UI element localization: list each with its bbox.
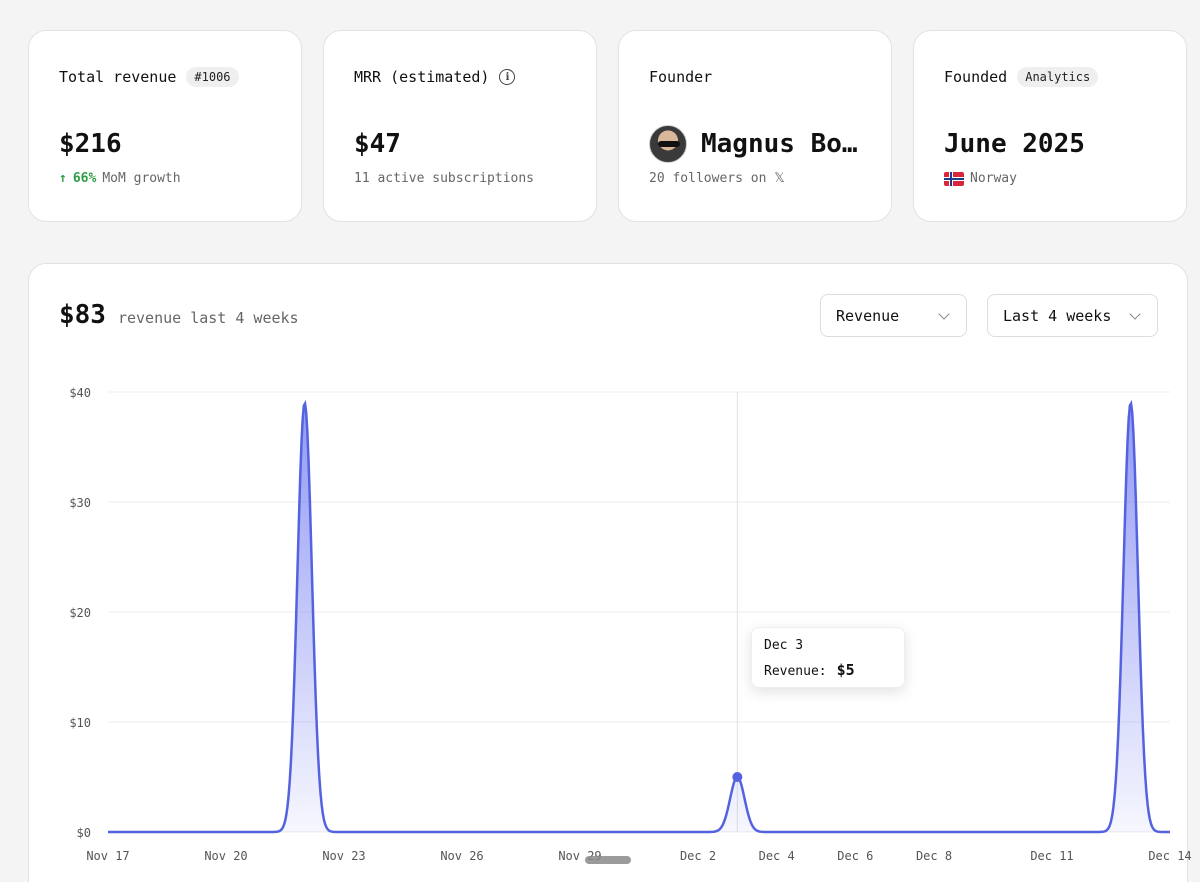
revenue-area [108,403,1170,832]
tooltip-value: $5 [836,661,855,679]
scroll-handle[interactable] [585,856,631,864]
y-tick-label: $40 [69,386,91,400]
mrr-card: MRR (estimated) i $47 11 active subscrip… [323,30,597,222]
founder-card: Founder Magnus Bo… 20 followers on 𝕏 [618,30,892,222]
mrr-value: $47 [354,129,401,159]
total-revenue-card: Total revenue #1006 $216 ↑ 66% MoM growt… [28,30,302,222]
metric-select[interactable]: Revenue [820,294,967,337]
revenue-chart-card: $83 revenue last 4 weeks Revenue Last 4 … [28,263,1188,882]
founder-label: Founder [649,68,713,86]
range-select-value: Last 4 weeks [1003,306,1112,325]
founded-card: Founded Analytics June 2025 Norway [913,30,1187,222]
growth-value: 66% [72,171,97,186]
range-select[interactable]: Last 4 weeks [987,294,1158,337]
tooltip-date: Dec 3 [764,638,804,653]
founder-followers[interactable]: 20 followers on 𝕏 [649,171,785,186]
x-tick-label: Dec 2 [680,849,716,863]
metric-select-value: Revenue [836,306,900,325]
founded-value: June 2025 [944,129,1085,159]
country-name: Norway [970,171,1017,186]
y-tick-label: $10 [69,716,91,730]
growth-suffix: MoM growth [102,171,181,186]
x-tick-label: Dec 11 [1030,849,1073,863]
y-tick-label: $30 [69,496,91,510]
x-tick-label: Dec 6 [837,849,873,863]
info-icon[interactable]: i [499,69,516,85]
mrr-subscriptions: 11 active subscriptions [354,171,535,186]
category-badge[interactable]: Analytics [1017,67,1099,87]
x-tick-label: Nov 20 [204,849,247,863]
total-revenue-label: Total revenue [59,68,177,86]
x-tick-label: Nov 26 [440,849,483,863]
x-tick-label: Dec 8 [916,849,952,863]
x-tick-label: Dec 14 [1148,849,1191,863]
founder-profile-link[interactable]: Magnus Bo… [649,125,869,163]
founded-label: Founded [944,68,1008,86]
revenue-line [108,399,1170,834]
mrr-label: MRR (estimated) [354,68,490,86]
x-tick-label: Nov 17 [86,849,129,863]
total-revenue-value: $216 [59,129,122,159]
data-point[interactable] [732,772,743,782]
chart-caption: revenue last 4 weeks [117,309,299,327]
norway-flag-icon [944,171,964,186]
chart-tooltip: Dec 3 Revenue: $5 [751,627,905,688]
y-tick-label: $0 [77,826,91,840]
x-tick-label: Nov 23 [322,849,365,863]
y-tick-label: $20 [69,606,91,620]
avatar[interactable] [649,125,687,163]
chart-total: $83 [59,300,106,330]
tooltip-label: Revenue: [764,664,827,679]
rank-badge[interactable]: #1006 [186,67,239,87]
x-tick-label: Dec 4 [759,849,795,863]
arrow-up-icon: ↑ [59,171,67,186]
